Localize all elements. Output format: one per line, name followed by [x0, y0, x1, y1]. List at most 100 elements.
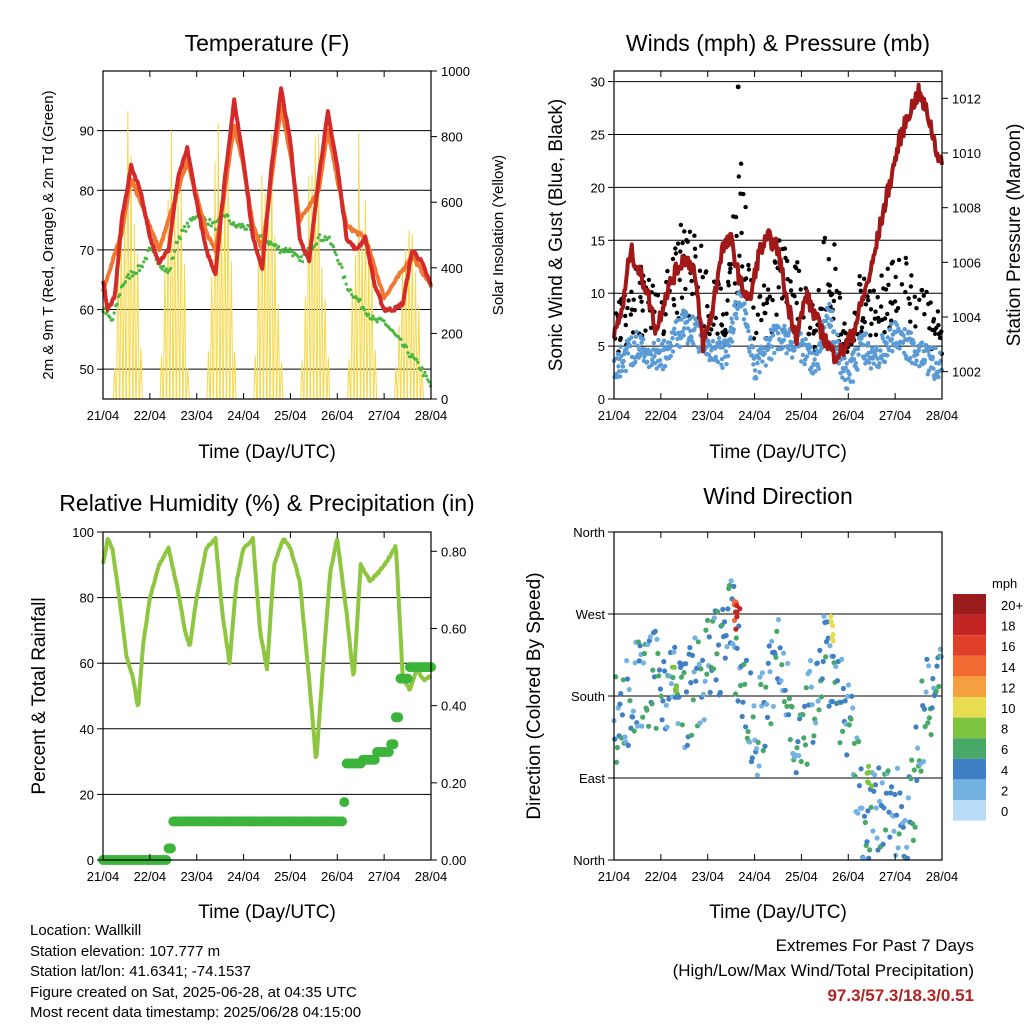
gust-point	[625, 305, 630, 311]
dewpoint-point	[358, 297, 362, 302]
temperature-y-label: 2m & 9m T (Red, Orange) & 2m Td (Green)	[40, 90, 57, 379]
dewpoint-point	[115, 302, 119, 306]
gust-point	[725, 279, 731, 285]
dewpoint-point	[299, 255, 303, 259]
direction-point	[662, 668, 668, 674]
gust-point	[924, 289, 929, 295]
wind-point	[669, 343, 674, 349]
direction-point	[848, 716, 854, 722]
direction-point	[626, 686, 632, 693]
gust-point	[719, 323, 725, 328]
direction-y-ticks: North East South West North	[571, 525, 614, 868]
direction-point	[881, 805, 887, 811]
y-tick-label: 100	[72, 525, 94, 540]
wind-point	[909, 360, 915, 366]
wind-point	[679, 317, 684, 322]
gust-point	[819, 306, 825, 312]
precip-point	[369, 754, 380, 765]
solar-spike	[216, 123, 221, 400]
wind-point	[926, 349, 931, 354]
wind-point	[684, 319, 690, 324]
wind-point	[633, 334, 639, 339]
direction-title: Wind Direction	[703, 483, 853, 509]
dewpoint-point	[184, 229, 188, 233]
gust-point	[655, 293, 661, 298]
dewpoint-point	[296, 255, 300, 259]
direction-point	[923, 689, 929, 695]
direction-point	[880, 841, 886, 847]
dewpoint-point	[414, 357, 419, 361]
gust-point	[761, 283, 767, 288]
direction-point	[819, 676, 825, 682]
direction-point	[757, 674, 763, 680]
solar-spike	[206, 351, 211, 400]
wind-point	[887, 327, 893, 332]
direction-y-label: Direction (Colored By Speed)	[524, 572, 545, 819]
dewpoint-point	[129, 269, 133, 274]
dewpoint-point	[323, 235, 327, 239]
wind-point	[846, 376, 851, 381]
direction-point	[762, 743, 768, 749]
wind-point	[908, 330, 914, 335]
gust-point	[738, 161, 744, 166]
direction-point	[938, 654, 944, 660]
wind-point	[680, 329, 685, 334]
direction-point	[698, 666, 704, 672]
direction-point	[852, 773, 858, 780]
direction-point	[759, 670, 766, 676]
direction-point	[809, 702, 815, 708]
pressure-y-ticks: 1002 1004 1006 1008 1010 1012	[942, 91, 981, 380]
winds-x-ticks: 21/04 22/04 23/04 24/04 25/04 26/04 27/04 28/04	[598, 71, 958, 423]
humidity-plot-frame	[102, 531, 432, 861]
wind-point	[798, 331, 803, 336]
wind-point	[648, 352, 654, 357]
gust-point	[827, 283, 833, 288]
wind-point	[656, 337, 661, 343]
wind-point	[885, 335, 890, 340]
direction-point	[723, 632, 729, 639]
x-tick-label: 21/04	[87, 408, 120, 423]
dewpoint-point	[315, 242, 319, 246]
gust-point	[763, 310, 768, 316]
wind-point	[843, 365, 848, 370]
direction-point	[739, 713, 745, 720]
wind-point	[825, 315, 830, 321]
direction-point	[707, 689, 713, 696]
gust-point	[671, 297, 676, 302]
wind-point	[772, 350, 777, 356]
direction-point	[760, 748, 766, 754]
wind-point	[693, 317, 698, 322]
direction-point	[731, 583, 737, 590]
direction-point	[910, 837, 917, 844]
wind-point	[690, 314, 695, 319]
direction-point	[826, 703, 832, 709]
gust-point	[919, 287, 925, 293]
wind-point	[835, 332, 840, 337]
direction-point	[613, 759, 620, 765]
dewpoint-point	[175, 240, 180, 245]
solar-spike	[410, 234, 415, 400]
direction-point	[692, 635, 698, 641]
y-tick-label: 0.60	[441, 621, 466, 636]
direction-point	[891, 828, 897, 834]
wind-point	[908, 355, 913, 361]
solar-spike	[316, 133, 321, 400]
dewpoint-point	[123, 280, 128, 284]
y-tick-label: 60	[80, 656, 94, 671]
direction-point	[754, 772, 761, 778]
direction-point	[641, 650, 648, 657]
wind-point	[668, 353, 673, 359]
direction-point	[689, 652, 696, 659]
wind-point	[733, 299, 738, 305]
direction-point	[743, 657, 750, 664]
gust-point	[865, 294, 870, 299]
direction-point	[802, 703, 808, 710]
direction-point	[902, 818, 908, 824]
direction-point	[637, 643, 643, 649]
direction-point	[803, 685, 809, 691]
wind-point	[850, 379, 856, 384]
direction-point	[811, 733, 817, 739]
gust-point	[879, 273, 884, 278]
y-tick-label: 800	[441, 130, 463, 145]
y-tick-label: 600	[441, 195, 463, 210]
